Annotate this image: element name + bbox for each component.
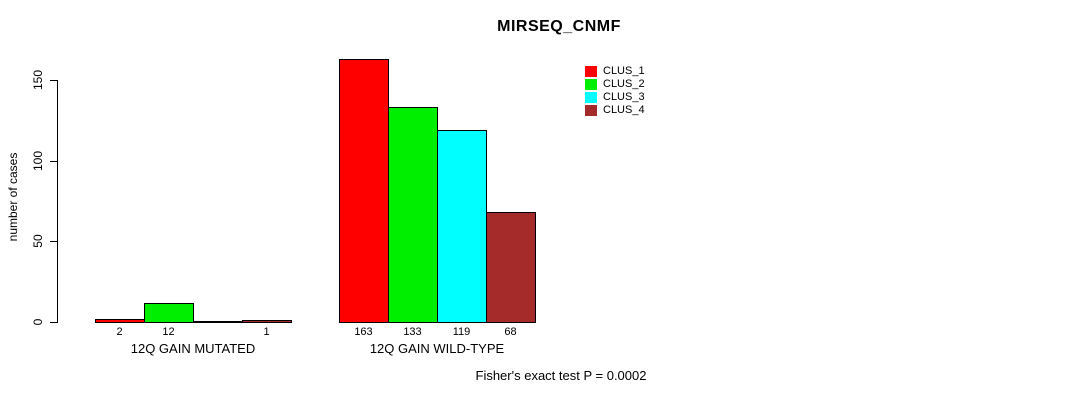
bar-value-label: 2 <box>116 326 123 338</box>
bar-clus_3 <box>437 130 487 323</box>
legend-label: CLUS_2 <box>603 78 645 90</box>
y-axis-tick <box>50 161 57 162</box>
y-axis-tick-label: 0 <box>31 318 45 326</box>
bar-clus_2 <box>144 303 194 323</box>
y-axis-title: number of cases <box>6 152 20 242</box>
bar-clus_1 <box>339 59 389 323</box>
legend-swatch-clus_1 <box>585 66 597 77</box>
x-category-label-mutated: 12Q GAIN MUTATED <box>130 341 256 356</box>
y-axis-tick <box>50 80 57 81</box>
legend-label: CLUS_3 <box>603 91 645 103</box>
bar-clus_1 <box>95 319 145 323</box>
y-axis-tick <box>50 241 57 242</box>
chart-title: MIRSEQ_CNMF <box>497 18 621 35</box>
y-axis-tick <box>50 322 57 323</box>
bar-value-label: 119 <box>452 326 471 338</box>
legend-swatch-clus_2 <box>585 79 597 90</box>
legend-label: CLUS_1 <box>603 65 645 77</box>
y-axis-line <box>57 80 58 323</box>
bar-value-label: 12 <box>162 326 175 338</box>
bar-clus_4 <box>242 320 292 323</box>
legend-swatch-clus_4 <box>585 105 597 116</box>
bar-value-label: 133 <box>403 326 422 338</box>
bar-value-label: 163 <box>354 326 373 338</box>
bar-clus_2 <box>388 107 438 323</box>
y-axis-tick-label: 150 <box>31 69 45 91</box>
y-axis-tick-label: 50 <box>31 234 45 248</box>
x-category-label-wildtype: 12Q GAIN WILD-TYPE <box>369 341 505 356</box>
legend-label: CLUS_4 <box>603 104 645 116</box>
legend-swatch-clus_3 <box>585 92 597 103</box>
bar-clus_4 <box>486 212 536 323</box>
fisher-test-annotation: Fisher's exact test P = 0.0002 <box>475 368 647 383</box>
bar-value-label: 68 <box>504 326 517 338</box>
bar-value-label: 1 <box>263 326 270 338</box>
y-axis-tick-label: 100 <box>31 150 45 172</box>
